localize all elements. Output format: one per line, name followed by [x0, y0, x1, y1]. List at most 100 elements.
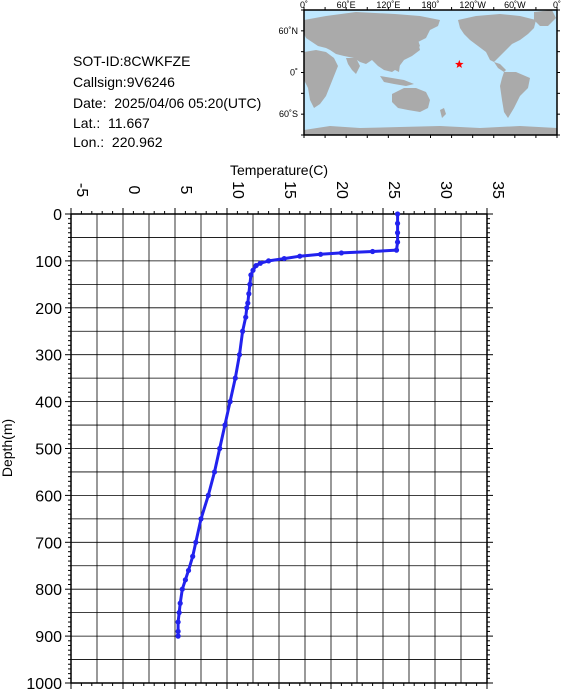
series-point — [243, 314, 249, 320]
x-tick-label: 35 — [489, 181, 506, 199]
map-lon-label: 120˚E — [376, 0, 400, 10]
series-point — [182, 577, 188, 583]
series-point — [246, 291, 252, 297]
map-lon-label: 180˚ — [421, 0, 439, 10]
map-marker-wrap — [455, 59, 464, 69]
series-point — [245, 300, 251, 306]
series-point — [211, 469, 218, 475]
land-philippines — [395, 62, 400, 72]
y-tick-label: 0 — [53, 207, 62, 224]
series-point — [179, 586, 185, 592]
map-frame — [301, 7, 560, 138]
date-text: Date: 2025/04/06 05:20(UTC) — [73, 95, 262, 111]
map-lon-label: 120˚W — [459, 0, 486, 10]
series-point — [177, 600, 183, 606]
series-point — [394, 220, 401, 226]
map-lat-label: 60˚S — [279, 109, 298, 119]
series-point — [227, 399, 233, 405]
series-point — [394, 211, 401, 217]
series-point — [190, 553, 196, 559]
series-point — [394, 239, 401, 245]
x-tick-label: 15 — [281, 181, 298, 199]
series-point — [198, 516, 204, 522]
series-point — [257, 260, 263, 266]
land-central-america — [494, 62, 506, 72]
series-point — [176, 610, 182, 616]
y-tick-label: 1000 — [26, 676, 62, 690]
x-tick-label: -5 — [73, 183, 90, 197]
callsign-text: Callsign:9V6246 — [73, 74, 175, 90]
y-tick-label: 900 — [35, 629, 62, 646]
y-axis-label: Depth(m) — [0, 419, 15, 477]
y-tick-label: 500 — [35, 442, 62, 459]
y-tick-label: 400 — [35, 395, 62, 412]
series-point — [175, 633, 181, 639]
series-point — [266, 258, 272, 264]
x-tick-label: 5 — [177, 186, 194, 195]
series-point — [244, 305, 250, 311]
lat-text: Lat.: 11.667 — [73, 115, 150, 131]
series-point — [393, 247, 400, 253]
land-north-america — [458, 14, 536, 62]
x-tick-labels: -5 0 5 10 15 20 25 30 35 — [73, 181, 506, 199]
map-land — [304, 10, 557, 135]
land-india — [346, 58, 360, 74]
series-point — [253, 262, 259, 269]
land-greenland — [534, 10, 556, 26]
plot-area: -5 0 5 10 15 20 25 30 35 0 100 200 300 400 500 600 700 8… — [0, 162, 506, 690]
map-lat-label: 0˚ — [290, 68, 298, 78]
series-point — [297, 253, 303, 259]
series-point — [205, 492, 211, 498]
x-tick-label: 0 — [125, 186, 142, 195]
x-tick-label: 20 — [333, 181, 350, 199]
world-map: 0˚ 60˚E 120˚E 180˚ 120˚W 60˚W 0˚ 60˚N 0˚ 60˚S — [278, 0, 561, 138]
series-point — [250, 267, 256, 273]
location-marker-star-icon — [455, 59, 464, 69]
land-japan — [410, 40, 420, 52]
series-point — [222, 422, 228, 428]
land-eurasia — [304, 12, 440, 72]
x-tick-label: 30 — [437, 181, 454, 199]
series-point — [193, 539, 199, 545]
series-point — [281, 255, 287, 262]
series-point — [247, 281, 253, 287]
y-tick-label: 800 — [35, 582, 62, 599]
y-tick-label: 700 — [35, 535, 62, 552]
x-tick-label: 25 — [385, 181, 402, 199]
map-lat-label: 60˚N — [278, 26, 298, 36]
land-indonesia — [380, 76, 414, 86]
series-point — [318, 251, 324, 257]
land-south-america — [500, 72, 530, 118]
map-lon-label: 60˚W — [504, 0, 526, 10]
x-axis-label: Temperature(C) — [230, 162, 328, 178]
map-labels: 0˚ 60˚E 120˚E 180˚ 120˚W 60˚W 0˚ 60˚N 0˚ 60˚S — [278, 0, 561, 119]
map-lon-label: 60˚E — [337, 0, 356, 10]
land-antarctica — [304, 126, 557, 135]
y-tick-label: 600 — [35, 488, 62, 505]
series-point — [240, 328, 246, 334]
x-tick-label: 10 — [229, 181, 246, 199]
series-point — [185, 567, 192, 574]
series-point — [236, 352, 243, 358]
y-tick-label: 100 — [35, 254, 62, 271]
map-lon-label: 0˚ — [300, 0, 308, 10]
land-africa — [304, 50, 338, 108]
series-point — [248, 272, 254, 278]
series-point — [394, 230, 401, 236]
map-lon-label: 0˚ — [553, 0, 561, 10]
series-point — [217, 445, 223, 452]
y-tick-label: 200 — [35, 301, 62, 318]
series-points — [175, 211, 401, 639]
ticks — [65, 208, 493, 689]
y-tick-labels: 0 100 200 300 400 500 600 700 800 900 1000 — [26, 207, 62, 690]
grid — [70, 213, 488, 684]
sot-id-text: SOT-ID:8CWKFZE — [73, 53, 191, 69]
series-point — [232, 375, 238, 381]
series-point — [338, 250, 344, 256]
land-nz — [440, 108, 446, 118]
lon-text: Lon.: 220.962 — [73, 134, 163, 150]
series-point — [175, 619, 181, 625]
land-australia — [392, 88, 430, 112]
y-tick-label: 300 — [35, 348, 62, 365]
